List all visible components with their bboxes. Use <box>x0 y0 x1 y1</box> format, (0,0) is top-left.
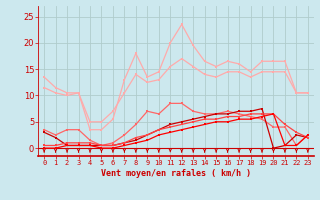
X-axis label: Vent moyen/en rafales ( km/h ): Vent moyen/en rafales ( km/h ) <box>101 169 251 178</box>
